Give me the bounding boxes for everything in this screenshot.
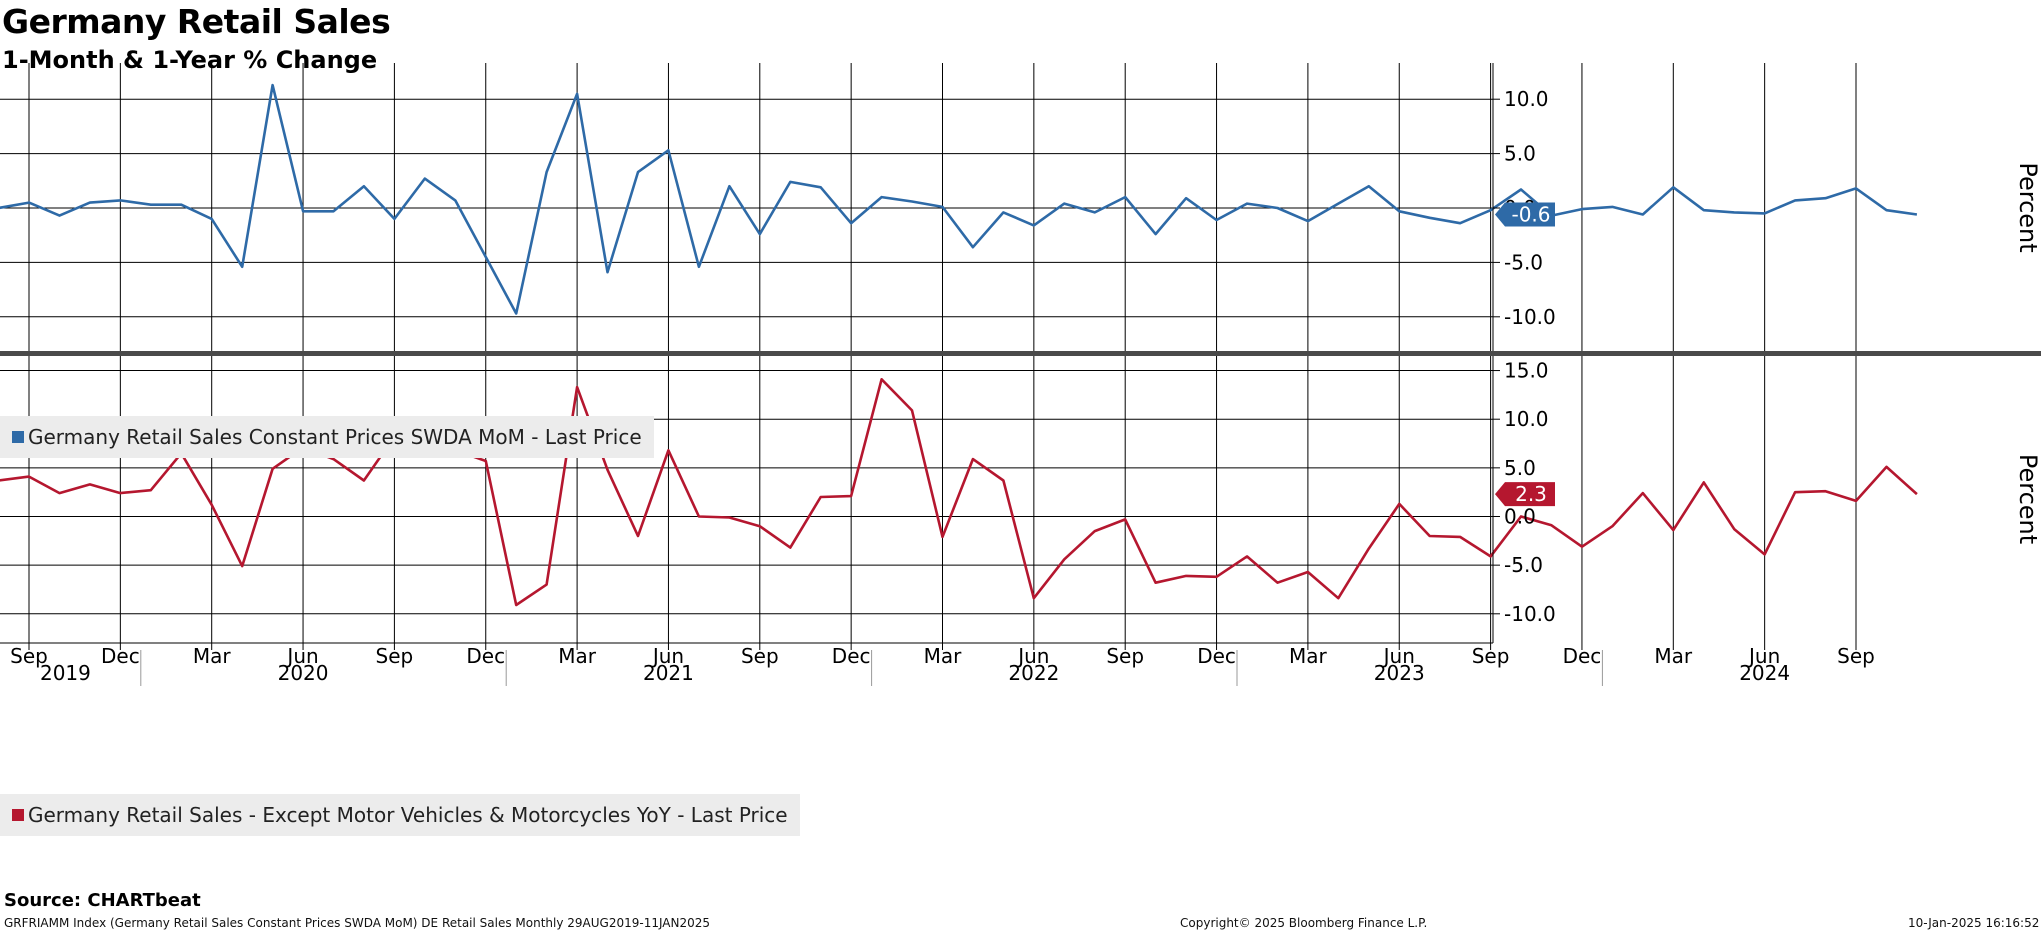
last-value-label: 2.3 bbox=[1515, 482, 1547, 506]
last-value-label: -0.6 bbox=[1511, 203, 1550, 227]
y-tick-label: 10.0 bbox=[1504, 87, 1549, 111]
series-line-mom bbox=[0, 83, 1918, 315]
x-month-label: Dec bbox=[466, 644, 505, 668]
x-year-label: 2024 bbox=[1739, 661, 1790, 685]
x-month-label: Sep bbox=[10, 644, 48, 668]
x-month-label: Jun bbox=[651, 644, 684, 668]
y-tick-label: -5.0 bbox=[1504, 250, 1543, 274]
legend-label-mom: Germany Retail Sales Constant Prices SWD… bbox=[28, 425, 642, 449]
y-axis-title: Percent bbox=[2014, 454, 2041, 544]
x-month-label: Jun bbox=[1747, 644, 1780, 668]
x-month-label: Mar bbox=[924, 644, 963, 668]
x-month-label: Sep bbox=[1837, 644, 1875, 668]
x-month-label: Dec bbox=[832, 644, 871, 668]
chart-title: Germany Retail Sales bbox=[2, 2, 391, 41]
x-month-label: Sep bbox=[1106, 644, 1144, 668]
source-note: Source: CHARTbeat bbox=[4, 890, 201, 911]
panel-divider bbox=[0, 351, 2041, 356]
last-value-tag bbox=[1495, 482, 1555, 507]
copyright: Copyright© 2025 Bloomberg Finance L.P. bbox=[1180, 916, 1428, 930]
legend-swatch-mom bbox=[12, 431, 24, 443]
legend-swatch-yoy bbox=[12, 809, 24, 821]
x-month-label: Sep bbox=[1472, 644, 1510, 668]
axis-layer: Sep Dec Mar Jun Sep Dec Mar Jun Sep Dec Mar Jun Sep D… bbox=[0, 63, 2041, 686]
y-tick-label: 0.0 bbox=[1504, 505, 1536, 529]
x-month-label: Jun bbox=[1382, 644, 1415, 668]
x-month-label: Mar bbox=[193, 644, 232, 668]
legend-label-yoy: Germany Retail Sales - Except Motor Vehi… bbox=[28, 803, 788, 827]
x-month-label: Dec bbox=[1197, 644, 1236, 668]
y-tick-label: 15.0 bbox=[1504, 359, 1549, 383]
last-value-tag bbox=[1495, 202, 1555, 227]
x-year-label: 2023 bbox=[1374, 661, 1425, 685]
x-year-label: 2019 bbox=[40, 661, 91, 685]
x-month-label: Dec bbox=[1563, 644, 1602, 668]
y-tick-label: -10.0 bbox=[1504, 305, 1556, 329]
legend-top: Germany Retail Sales Constant Prices SWD… bbox=[0, 416, 654, 458]
y-axis-title: Percent bbox=[2014, 162, 2041, 252]
legend-bottom: Germany Retail Sales - Except Motor Vehi… bbox=[0, 794, 800, 836]
y-tick-label: -5.0 bbox=[1504, 553, 1543, 577]
x-year-label: 2020 bbox=[278, 661, 329, 685]
series-line-yoy bbox=[0, 377, 1918, 607]
x-month-label: Mar bbox=[558, 644, 597, 668]
x-year-label: 2021 bbox=[643, 661, 694, 685]
x-month-label: Mar bbox=[1654, 644, 1693, 668]
chart-subtitle: 1-Month & 1-Year % Change bbox=[2, 46, 378, 74]
timestamp: 10-Jan-2025 16:16:52 bbox=[1908, 916, 2040, 930]
x-month-label: Jun bbox=[285, 644, 318, 668]
x-month-label: Jun bbox=[1016, 644, 1049, 668]
y-tick-label: 5.0 bbox=[1504, 456, 1536, 480]
x-month-label: Mar bbox=[1289, 644, 1328, 668]
series-layer bbox=[0, 83, 1918, 607]
x-month-label: Sep bbox=[741, 644, 779, 668]
x-year-label: 2022 bbox=[1008, 661, 1059, 685]
y-tick-label: 5.0 bbox=[1504, 142, 1536, 166]
index-info: GRFRIAMM Index (Germany Retail Sales Con… bbox=[4, 916, 711, 930]
y-tick-label: 10.0 bbox=[1504, 407, 1549, 431]
x-month-label: Sep bbox=[376, 644, 414, 668]
y-tick-label: -10.0 bbox=[1504, 602, 1556, 626]
x-month-label: Dec bbox=[101, 644, 140, 668]
